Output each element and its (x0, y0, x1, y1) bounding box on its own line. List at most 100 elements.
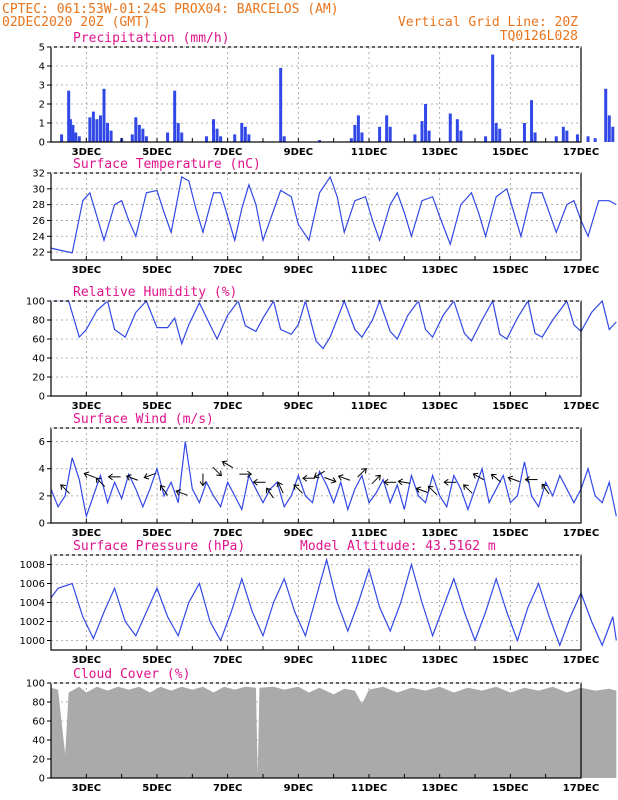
wind-arrow (302, 474, 315, 482)
precip-bar (166, 132, 170, 142)
y-tick-label: 40 (32, 354, 45, 365)
panel-frame (50, 46, 582, 143)
chart-panel-1: Precipitation (mm/h) 0 1 2 3 4 5 3DEC 5DEC 7DEC 9D… (39, 31, 615, 158)
wind-arrow (125, 474, 139, 481)
panel-annotation: Model Altitude: 43.5162 m (300, 539, 496, 554)
y-tick-label: 0 (39, 138, 45, 149)
wind-arrow-head (463, 484, 469, 490)
precip-bar (353, 124, 357, 142)
precip-bar (77, 136, 81, 142)
x-tick-label: 9DEC (284, 147, 313, 158)
wind-arrow-head (247, 470, 253, 478)
wind-arrow-head (443, 478, 449, 486)
wind-arrow (159, 484, 168, 496)
x-tick-label: 7DEC (213, 147, 242, 158)
wind-arrow-head (143, 473, 150, 480)
series-line (50, 175, 617, 254)
panel-frame (50, 172, 582, 261)
wind-arrow-head (302, 474, 308, 482)
x-tick-label: 15DEC (492, 783, 528, 794)
y-tick-label: 20 (32, 755, 45, 766)
x-tick-label: 13DEC (421, 401, 457, 412)
x-tick-label: 3DEC (72, 147, 101, 158)
x-tick-label: 11DEC (351, 265, 387, 276)
x-tick-label: 9DEC (284, 783, 313, 794)
wind-arrow-head (216, 470, 222, 477)
precip-bar (71, 124, 75, 142)
wind-arrow-shaft (126, 475, 139, 481)
wind-arrow (490, 473, 502, 483)
wind-arrow (541, 483, 550, 495)
x-tick-label: 7DEC (213, 528, 242, 539)
x-tick-label: 15DEC (492, 528, 528, 539)
wind-arrow-shaft (60, 484, 70, 494)
precip-bar (219, 136, 223, 142)
series-line (50, 441, 617, 519)
x-tick-label: 11DEC (351, 401, 387, 412)
y-tick-label: 30 (32, 184, 45, 195)
precip-bar (88, 117, 92, 142)
precip-bar (279, 67, 283, 142)
y-tick-label: 40 (32, 736, 45, 747)
wind-arrow (415, 486, 428, 493)
wind-arrow-head (276, 481, 283, 488)
wind-arrow (60, 484, 70, 494)
wind-arrow-head (383, 478, 389, 486)
precip-bar (385, 115, 389, 142)
wind-arrow (472, 472, 484, 481)
precip-bar (173, 90, 177, 142)
wind-arrow-shaft (95, 477, 106, 487)
x-tick-label: 11DEC (351, 783, 387, 794)
precip-bar (356, 115, 360, 142)
wind-arrow (265, 487, 274, 499)
wind-arrow-shaft (473, 473, 484, 481)
y-tick-label: 1000 (20, 636, 45, 647)
x-tick-label: 11DEC (351, 147, 387, 158)
wind-arrow (524, 476, 538, 483)
wind-arrow-shaft (338, 475, 351, 481)
wind-arrow (221, 460, 234, 469)
x-tick-label: 3DEC (72, 265, 101, 276)
precip-bar (522, 123, 526, 142)
series-line (50, 557, 617, 647)
precip-bar (427, 130, 431, 142)
chart-panel-5: Surface Pressure (hPa) Model Altitude: 43… (20, 539, 617, 666)
chart-panel-3: Relative Humidity (%) 0 20 40 60 80 100 3DEC 5DE… (26, 285, 617, 412)
precip-bar (360, 132, 364, 142)
precip-bar (318, 140, 322, 142)
wind-arrow-head (337, 474, 344, 481)
wind-arrow (371, 474, 381, 485)
wind-arrow-head (415, 486, 422, 493)
x-tick-label: 7DEC (213, 401, 242, 412)
x-tick-label: 17DEC (563, 265, 599, 276)
wind-arrow-head (427, 485, 434, 492)
wind-arrow-shaft (398, 480, 411, 484)
precip-bar (98, 115, 102, 142)
wind-arrow-shaft (212, 466, 222, 477)
wind-arrow (507, 475, 520, 483)
wind-arrow-shaft (324, 477, 336, 483)
wind-arrow-head (361, 467, 367, 474)
precip-bar (144, 136, 148, 142)
chart-panel-4: Surface Wind (m/s) 0 2 4 6 3DEC 5DEC 7DEC 9DEC 11… (39, 412, 617, 539)
header-datetime: 02DEC2020 20Z (GMT) (2, 15, 151, 30)
wind-arrow-head (265, 487, 272, 494)
precip-bar (420, 121, 424, 142)
wind-arrow-head (375, 474, 381, 481)
precip-bar (533, 132, 537, 142)
x-tick-label: 5DEC (142, 783, 171, 794)
precip-bar (233, 134, 237, 142)
precip-bar (282, 136, 286, 142)
wind-arrow-head (490, 473, 497, 480)
precip-bar (611, 126, 615, 142)
y-tick-label: 28 (32, 200, 45, 211)
panel-title: Cloud Cover (%) (73, 667, 190, 682)
y-tick-label: 32 (32, 169, 45, 180)
wind-arrow (175, 489, 188, 496)
wind-arrow-shaft (293, 484, 303, 494)
chart-panel-2: Surface Temperature (nC) 22 24 26 28 30 32 3DEC… (32, 157, 617, 276)
wind-arrow (83, 471, 96, 479)
y-tick-label: 2 (39, 100, 45, 111)
wind-arrow-shaft (371, 474, 381, 485)
x-tick-label: 5DEC (142, 401, 171, 412)
